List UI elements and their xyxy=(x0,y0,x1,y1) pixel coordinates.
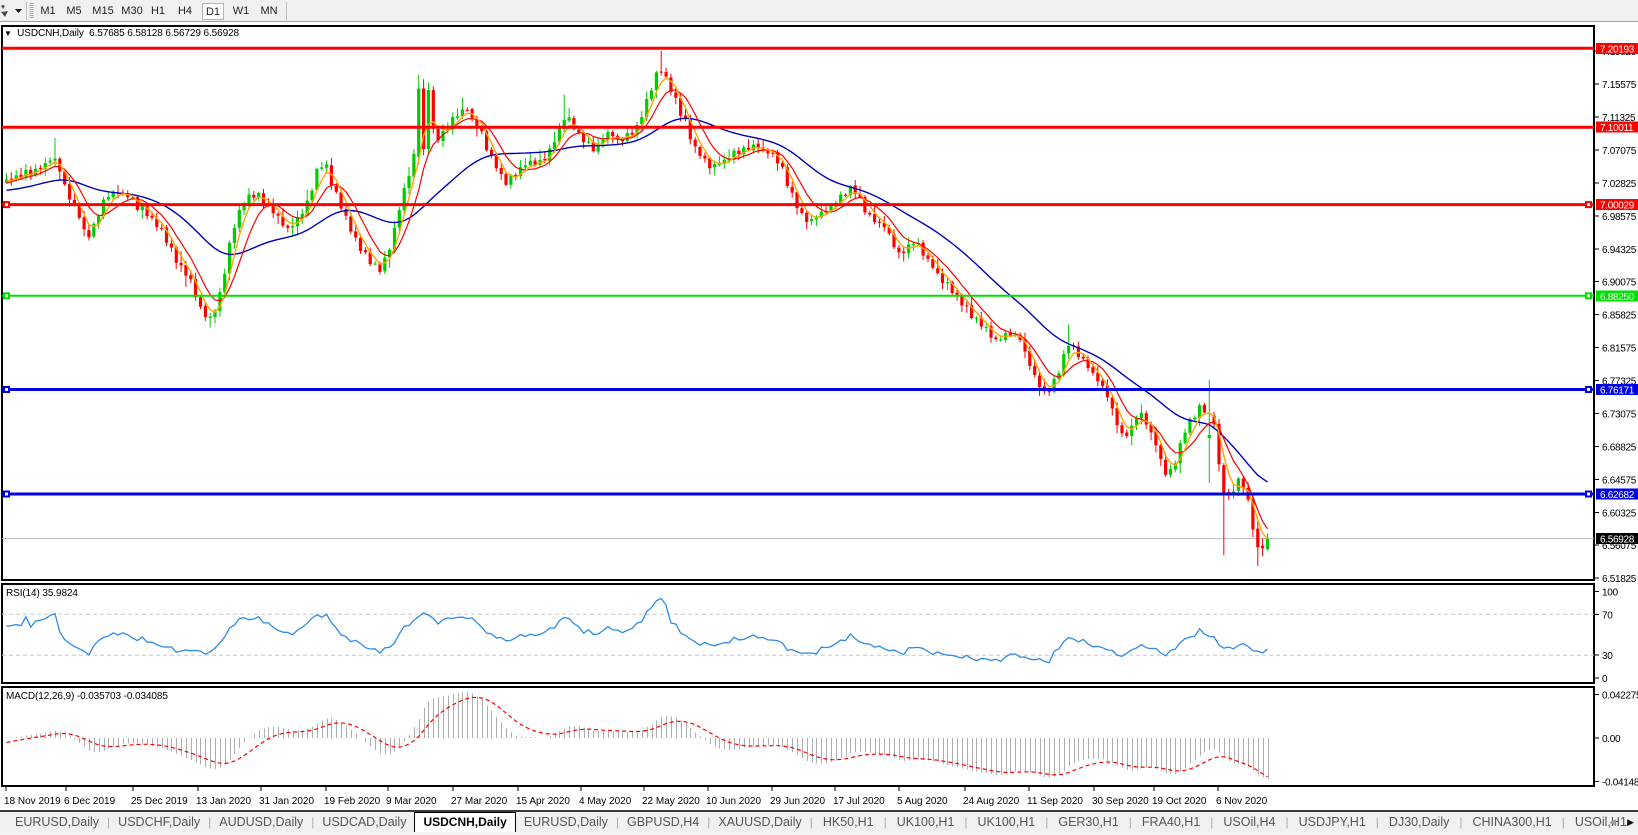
svg-text:6.98575: 6.98575 xyxy=(1602,212,1637,223)
svg-text:22 May 2020: 22 May 2020 xyxy=(642,796,700,807)
svg-text:7.20193: 7.20193 xyxy=(1600,44,1635,55)
svg-text:6.56075: 6.56075 xyxy=(1602,541,1637,552)
svg-text:25 Dec 2019: 25 Dec 2019 xyxy=(131,796,188,807)
svg-text:6.62682: 6.62682 xyxy=(1600,490,1635,501)
svg-text:10 Jun 2020: 10 Jun 2020 xyxy=(706,796,761,807)
svg-text:6.81575: 6.81575 xyxy=(1602,344,1637,355)
svg-text:-0.04148: -0.04148 xyxy=(1602,777,1638,788)
svg-text:70: 70 xyxy=(1602,610,1613,621)
svg-text:13 Jan 2020: 13 Jan 2020 xyxy=(196,796,251,807)
svg-text:6.56928: 6.56928 xyxy=(1600,535,1635,546)
svg-text:11 Sep 2020: 11 Sep 2020 xyxy=(1027,796,1083,807)
svg-text:7.15575: 7.15575 xyxy=(1602,80,1637,91)
svg-text:30 Sep 2020: 30 Sep 2020 xyxy=(1092,796,1149,807)
svg-text:27 Mar 2020: 27 Mar 2020 xyxy=(451,796,508,807)
svg-text:29 Jun 2020: 29 Jun 2020 xyxy=(770,796,825,807)
svg-text:6.64575: 6.64575 xyxy=(1602,475,1637,486)
svg-text:7.00029: 7.00029 xyxy=(1600,201,1635,212)
svg-text:4 May 2020: 4 May 2020 xyxy=(579,796,632,807)
svg-text:24 Aug 2020: 24 Aug 2020 xyxy=(963,796,1020,807)
svg-text:9 Mar 2020: 9 Mar 2020 xyxy=(386,796,437,807)
svg-text:7.10011: 7.10011 xyxy=(1600,123,1634,134)
svg-text:19 Oct 2020: 19 Oct 2020 xyxy=(1152,796,1207,807)
svg-text:6.76171: 6.76171 xyxy=(1600,386,1635,397)
svg-text:31 Jan 2020: 31 Jan 2020 xyxy=(259,796,314,807)
svg-text:6.68825: 6.68825 xyxy=(1602,442,1637,453)
svg-text:6 Nov 2020: 6 Nov 2020 xyxy=(1216,796,1268,807)
svg-text:6 Dec 2019: 6 Dec 2019 xyxy=(64,796,116,807)
svg-text:30: 30 xyxy=(1602,651,1613,662)
svg-text:6.51825: 6.51825 xyxy=(1602,574,1637,585)
svg-text:7.07075: 7.07075 xyxy=(1602,146,1637,157)
svg-text:5 Aug 2020: 5 Aug 2020 xyxy=(897,796,948,807)
svg-text:19 Feb 2020: 19 Feb 2020 xyxy=(324,796,381,807)
svg-text:6.73075: 6.73075 xyxy=(1602,410,1637,421)
svg-text:15 Apr 2020: 15 Apr 2020 xyxy=(516,796,570,807)
svg-text:6.60325: 6.60325 xyxy=(1602,508,1637,519)
svg-text:6.90075: 6.90075 xyxy=(1602,278,1637,289)
svg-text:7.11325: 7.11325 xyxy=(1602,113,1636,124)
svg-text:17 Jul 2020: 17 Jul 2020 xyxy=(833,796,885,807)
svg-text:0.00: 0.00 xyxy=(1602,734,1621,745)
svg-text:0: 0 xyxy=(1602,674,1608,685)
svg-text:6.77325: 6.77325 xyxy=(1602,377,1637,388)
svg-text:6.85825: 6.85825 xyxy=(1602,311,1637,322)
svg-text:6.88250: 6.88250 xyxy=(1600,292,1635,303)
svg-text:100: 100 xyxy=(1602,588,1619,599)
svg-text:6.94325: 6.94325 xyxy=(1602,245,1637,256)
svg-text:7.02825: 7.02825 xyxy=(1602,179,1637,190)
svg-text:18 Nov 2019: 18 Nov 2019 xyxy=(4,796,61,807)
svg-text:0.042275: 0.042275 xyxy=(1602,690,1638,701)
